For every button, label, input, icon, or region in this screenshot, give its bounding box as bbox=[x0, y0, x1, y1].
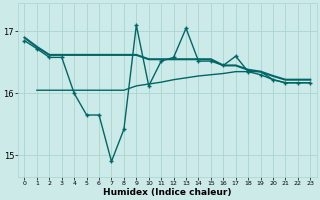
X-axis label: Humidex (Indice chaleur): Humidex (Indice chaleur) bbox=[103, 188, 232, 197]
